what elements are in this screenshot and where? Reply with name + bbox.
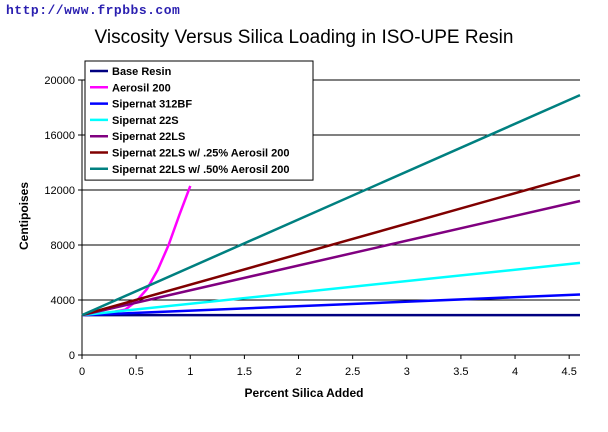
y-tick-label: 0 [69, 350, 75, 362]
legend-label: Base Resin [112, 66, 172, 78]
x-tick-label: 3.5 [453, 366, 468, 378]
x-tick-label: 0.5 [128, 366, 143, 378]
legend-label: Sipernat 312BF [112, 99, 192, 111]
series-line-5 [81, 199, 581, 317]
legend-label: Sipernat 22LS [112, 131, 185, 143]
legend-label: Sipernat 22LS w/ .50% Aerosil 200 [112, 164, 290, 176]
legend-label: Sipernat 22LS w/ .25% Aerosil 200 [112, 148, 290, 160]
y-tick-label: 12000 [44, 185, 75, 197]
series-line-3 [81, 293, 581, 317]
series-line-4 [81, 261, 581, 317]
x-tick-label: 4.5 [562, 366, 577, 378]
series-line-7 [81, 93, 581, 317]
x-tick-label: 3 [404, 366, 410, 378]
y-tick-label: 20000 [44, 75, 75, 87]
x-axis-label: Percent Silica Added [244, 386, 364, 400]
y-tick-label: 16000 [44, 130, 75, 142]
legend-label: Sipernat 22S [112, 115, 179, 127]
legend [84, 60, 314, 181]
x-tick-label: 4 [512, 366, 518, 378]
y-tick-label: 8000 [51, 240, 75, 252]
chart-title: Viscosity Versus Silica Loading in ISO-U… [94, 27, 514, 48]
y-tick-label: 4000 [51, 295, 75, 307]
x-tick-label: 2 [295, 366, 301, 378]
series-line-6 [81, 173, 581, 317]
x-tick-label: 1 [187, 366, 193, 378]
legend-label: Aerosil 200 [112, 82, 171, 94]
x-tick-label: 2.5 [345, 366, 360, 378]
x-tick-label: 0 [79, 366, 85, 378]
x-tick-label: 1.5 [237, 366, 252, 378]
watermark-url: http://www.frpbbs.com [6, 3, 181, 18]
